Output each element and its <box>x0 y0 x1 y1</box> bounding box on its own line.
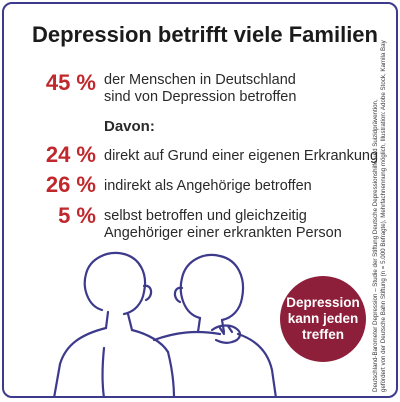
infographic-card: Depression betrifft viele Familien 45 % … <box>2 2 398 398</box>
badge-depression-kann-jeden-treffen: Depression kann jeden treffen <box>280 276 366 362</box>
stat-text-line: sind von Depression betroffen <box>104 89 297 105</box>
credit-line: gefördert von der Deutsche Bahn Stiftung… <box>380 40 387 392</box>
stat-percent-26: 26 % <box>45 172 96 197</box>
two-people-illustration <box>53 251 277 396</box>
stat-percent-24: 24 % <box>45 142 96 167</box>
stat-percent-5: 5 % <box>58 203 96 228</box>
right-person-ear <box>173 286 184 304</box>
stat-text-line: indirekt als Angehörige betroffen <box>104 178 312 194</box>
stat-text-24: direkt auf Grund einer eigenen Erkrankun… <box>104 148 378 165</box>
left-person-ear <box>142 284 153 302</box>
right-person-body <box>236 332 277 396</box>
stat-text-5: selbst betroffen und gleichzeitig Angehö… <box>104 208 342 242</box>
right-person-back <box>166 350 176 396</box>
badge-line: Depression <box>286 295 360 310</box>
stat-text-26: indirekt als Angehörige betroffen <box>104 178 312 195</box>
left-person-hand <box>210 324 242 344</box>
left-person-shoulder <box>130 328 170 354</box>
stat-text-line: direkt auf Grund einer eigenen Erkrankun… <box>104 148 379 164</box>
left-person-head <box>83 251 147 316</box>
left-person-back <box>101 346 106 396</box>
right-person-neck <box>196 316 226 334</box>
stat-percent-45: 45 % <box>45 70 96 95</box>
page-title: Depression betrifft viele Familien <box>32 22 378 47</box>
badge-line: treffen <box>301 327 344 342</box>
davon-label: Davon: <box>104 118 155 135</box>
left-person-neck <box>104 310 134 332</box>
right-person-head <box>179 253 245 322</box>
left-person-body <box>53 326 108 396</box>
badge-line: kann jeden <box>287 311 359 326</box>
source-credit: Deutschland-Barometer Depression – Studi… <box>372 22 388 392</box>
stat-text-line: Angehöriger einer erkrankten Person <box>104 225 342 241</box>
stat-text-45: der Menschen in Deutschland sind von Dep… <box>104 72 296 106</box>
credit-line: Deutschland-Barometer Depression – Studi… <box>372 99 379 392</box>
stat-text-line: selbst betroffen und gleichzeitig <box>104 208 307 224</box>
left-person-fingers <box>218 324 234 336</box>
stat-text-line: der Menschen in Deutschland <box>104 72 296 88</box>
left-person-arm <box>152 330 222 342</box>
